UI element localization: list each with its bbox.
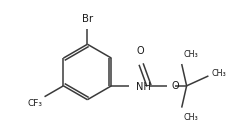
Text: CH₃: CH₃ (183, 113, 198, 122)
Text: O: O (171, 81, 179, 91)
Text: CH₃: CH₃ (183, 50, 198, 59)
Text: Br: Br (81, 14, 92, 24)
Text: O: O (136, 46, 143, 56)
Text: CF₃: CF₃ (27, 99, 42, 108)
Text: NH: NH (136, 82, 150, 92)
Text: CH₃: CH₃ (210, 69, 225, 79)
